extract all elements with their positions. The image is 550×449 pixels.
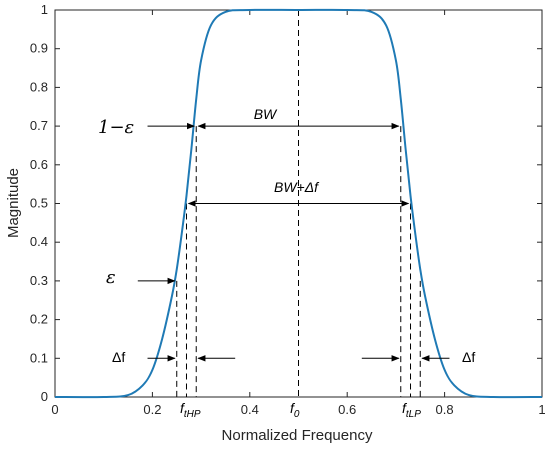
y-tick-label: 0.7 [30, 118, 48, 133]
y-tick-label: 0 [41, 389, 48, 404]
f-tlp-label: ftLP [402, 400, 421, 420]
y-tick-label: 0.6 [30, 157, 48, 172]
chart-marks: 0 0.2 0.4 0.6 0.8 1 0 0.1 0.2 0.3 0.4 0.5 0.6 0.7 0.8 0… [30, 2, 546, 417]
y-tick-label: 0.4 [30, 234, 48, 249]
y-axis-title: Magnitude [5, 168, 22, 238]
bw-plus-delta-f-label: BW+Δf [274, 179, 320, 195]
f-zero-subscript: 0 [294, 409, 300, 420]
y-tick-label: 0.9 [30, 41, 48, 56]
x-tick-label: 0 [51, 402, 58, 417]
f-zero-label: f0 [290, 400, 300, 420]
delta-f-right-label: Δf [462, 349, 475, 365]
f-thp-label: ftHP [180, 400, 201, 420]
y-tick-label: 1 [41, 2, 48, 17]
y-tick-label: 0.8 [30, 79, 48, 94]
x-tick-label: 0.8 [436, 402, 454, 417]
y-tick-label: 0.5 [30, 196, 48, 211]
x-tick-label: 0.2 [143, 402, 161, 417]
one-minus-epsilon-label: 1−ε [98, 117, 134, 138]
y-tick-label: 0.2 [30, 312, 48, 327]
f-thp-subscript: tHP [184, 409, 201, 420]
x-tick-label: 0.4 [241, 402, 259, 417]
x-tick-label: 1 [538, 402, 545, 417]
f-tlp-main: f [402, 400, 408, 416]
epsilon-label: ε [106, 267, 116, 288]
f-tlp-subscript: tLP [406, 409, 421, 420]
f-thp-main: f [180, 400, 186, 416]
x-tick-label: 0.6 [338, 402, 356, 417]
bw-label: BW [254, 106, 278, 122]
f-zero-main: f [290, 400, 296, 416]
delta-f-left-label: Δf [112, 349, 125, 365]
y-tick-label: 0.3 [30, 273, 48, 288]
x-axis-title: Normalized Frequency [222, 427, 373, 444]
y-tick-label: 0.1 [30, 350, 48, 365]
magnitude-curve [54, 8, 543, 399]
